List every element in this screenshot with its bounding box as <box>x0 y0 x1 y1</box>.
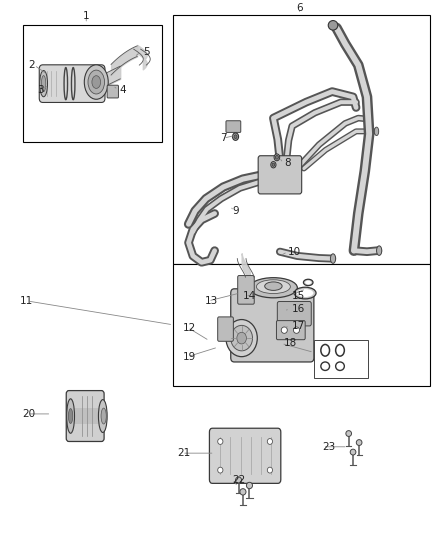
Ellipse shape <box>356 440 362 446</box>
Ellipse shape <box>92 76 101 88</box>
FancyBboxPatch shape <box>238 276 254 304</box>
FancyBboxPatch shape <box>218 317 233 341</box>
Ellipse shape <box>276 156 279 159</box>
Text: 15: 15 <box>292 290 305 301</box>
Ellipse shape <box>267 439 272 445</box>
Text: 19: 19 <box>184 352 197 362</box>
Ellipse shape <box>88 70 105 94</box>
Ellipse shape <box>350 449 356 455</box>
FancyBboxPatch shape <box>231 289 314 362</box>
Text: 1: 1 <box>83 11 89 21</box>
Ellipse shape <box>304 279 313 286</box>
Ellipse shape <box>265 282 282 290</box>
Ellipse shape <box>328 21 338 30</box>
Text: 14: 14 <box>243 290 256 301</box>
Text: 23: 23 <box>322 442 336 452</box>
Ellipse shape <box>226 320 257 357</box>
Ellipse shape <box>377 246 382 255</box>
Text: 20: 20 <box>22 409 35 419</box>
Ellipse shape <box>281 327 287 333</box>
Ellipse shape <box>274 154 280 161</box>
Ellipse shape <box>236 477 242 483</box>
Text: 21: 21 <box>178 448 191 458</box>
FancyBboxPatch shape <box>39 65 105 102</box>
Text: 12: 12 <box>184 322 197 333</box>
Bar <box>173 264 430 386</box>
FancyBboxPatch shape <box>107 85 118 98</box>
Bar <box>173 15 430 264</box>
Text: 17: 17 <box>292 321 305 331</box>
Ellipse shape <box>40 70 47 97</box>
Text: 13: 13 <box>205 296 218 306</box>
Bar <box>314 340 368 378</box>
FancyBboxPatch shape <box>66 391 104 441</box>
Ellipse shape <box>99 400 107 432</box>
Ellipse shape <box>271 161 276 168</box>
Ellipse shape <box>67 399 74 433</box>
Text: 8: 8 <box>284 158 291 168</box>
Ellipse shape <box>218 467 223 473</box>
Text: 11: 11 <box>20 296 33 306</box>
Text: 7: 7 <box>220 133 226 143</box>
Ellipse shape <box>297 289 314 297</box>
Ellipse shape <box>305 280 311 284</box>
Text: 9: 9 <box>232 206 239 216</box>
Text: 16: 16 <box>292 304 305 314</box>
Ellipse shape <box>330 254 336 263</box>
Text: 18: 18 <box>283 338 297 349</box>
Ellipse shape <box>247 482 253 489</box>
Ellipse shape <box>42 76 46 92</box>
Ellipse shape <box>68 409 73 423</box>
FancyBboxPatch shape <box>258 156 302 194</box>
Ellipse shape <box>294 287 316 299</box>
Bar <box>69 408 102 424</box>
Ellipse shape <box>293 327 300 333</box>
Ellipse shape <box>84 65 108 99</box>
Ellipse shape <box>346 431 352 437</box>
Ellipse shape <box>101 408 106 424</box>
Bar <box>23 26 162 142</box>
FancyBboxPatch shape <box>226 121 241 132</box>
Ellipse shape <box>237 332 247 344</box>
Ellipse shape <box>272 163 275 166</box>
Text: 6: 6 <box>296 3 303 13</box>
Ellipse shape <box>234 135 237 139</box>
Text: 10: 10 <box>288 247 301 257</box>
Ellipse shape <box>231 325 253 351</box>
Text: 3: 3 <box>37 85 44 95</box>
FancyBboxPatch shape <box>276 321 305 340</box>
Ellipse shape <box>240 489 246 495</box>
Ellipse shape <box>218 439 223 445</box>
FancyBboxPatch shape <box>277 302 311 326</box>
Text: 4: 4 <box>120 85 127 95</box>
FancyBboxPatch shape <box>209 428 281 483</box>
Ellipse shape <box>256 280 290 294</box>
Ellipse shape <box>250 278 297 298</box>
Ellipse shape <box>374 127 379 135</box>
Text: 22: 22 <box>232 475 245 484</box>
Ellipse shape <box>267 467 272 473</box>
Text: 2: 2 <box>28 60 35 70</box>
Text: 5: 5 <box>143 47 149 57</box>
Ellipse shape <box>233 133 239 140</box>
